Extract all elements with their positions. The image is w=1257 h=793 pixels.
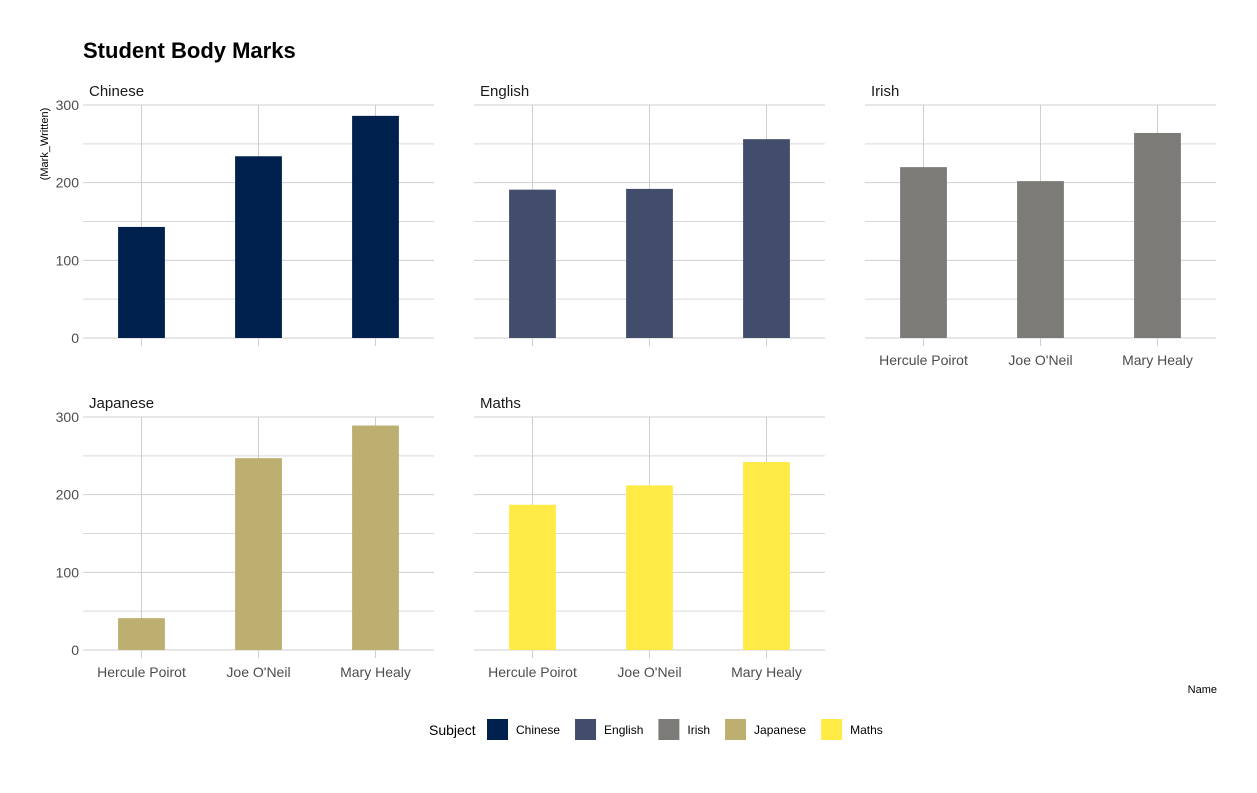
bar-english-joe-o-neil (626, 188, 673, 338)
bar-japanese-mary-healy (352, 425, 399, 650)
bar-maths-joe-o-neil (626, 485, 673, 650)
y-tick-label: 100 (56, 564, 80, 580)
bar-english-mary-healy (743, 139, 790, 338)
y-tick-label: 300 (56, 409, 80, 425)
legend-label: Japanese (754, 723, 806, 737)
x-tick-label: Hercule Poirot (97, 664, 186, 680)
x-tick-label: Mary Healy (1122, 352, 1193, 368)
legend-item-chinese: Chinese (487, 719, 560, 740)
legend-title: Subject (429, 722, 476, 738)
bar-japanese-joe-o-neil (235, 458, 282, 650)
facet-label: Japanese (89, 395, 154, 412)
bar-maths-mary-healy (743, 462, 790, 650)
bar-japanese-hercule-poirot (118, 618, 165, 650)
facet-label: English (480, 83, 529, 100)
x-tick-label: Mary Healy (731, 664, 802, 680)
bar-irish-joe-o-neil (1017, 181, 1064, 338)
facet-label: Irish (871, 83, 899, 100)
legend: Subject Chinese English Irish Japanese Maths (429, 719, 883, 740)
facet-panels: Chinese 0 100 200 300 English Irish Hercule Poi… (56, 83, 1216, 680)
y-tick-label: 200 (56, 487, 80, 503)
legend-key-maths (821, 719, 843, 740)
y-tick-label: 200 (56, 175, 80, 191)
bar-irish-mary-healy (1134, 132, 1181, 338)
legend-label: Chinese (516, 723, 560, 737)
x-tick-label: Joe O'Neil (1008, 352, 1072, 368)
legend-item-japanese: Japanese (725, 719, 806, 740)
legend-key-irish (658, 719, 680, 740)
bar-irish-hercule-poirot (900, 167, 947, 338)
y-tick-label: 300 (56, 97, 80, 113)
legend-key-japanese (725, 719, 747, 740)
x-tick-label: Hercule Poirot (879, 352, 968, 368)
legend-item-english: English (575, 719, 643, 740)
bar-chinese-hercule-poirot (118, 226, 165, 338)
facet-label: Chinese (89, 83, 144, 100)
facet-chinese: Chinese 0 100 200 300 (56, 83, 434, 346)
y-tick-label: 0 (71, 642, 79, 658)
facet-maths: Maths Hercule Poirot Joe O'Neil Mary Healy (474, 395, 825, 680)
bar-chinese-mary-healy (352, 115, 399, 338)
x-tick-label: Joe O'Neil (226, 664, 290, 680)
facet-label: Maths (480, 395, 521, 412)
x-tick-label: Joe O'Neil (617, 664, 681, 680)
chart-title: Student Body Marks (83, 38, 296, 63)
bar-english-hercule-poirot (509, 189, 556, 338)
legend-item-maths: Maths (821, 719, 883, 740)
x-tick-label: Mary Healy (340, 664, 411, 680)
x-axis-title: Name (1188, 684, 1217, 696)
facet-irish: Irish Hercule Poirot Joe O'Neil Mary Healy (865, 83, 1216, 368)
legend-label: Maths (850, 723, 883, 737)
facet-japanese: Japanese 0 100 200 300 Hercule Poirot Joe O'Ne… (56, 395, 434, 680)
legend-label: English (604, 723, 643, 737)
legend-key-chinese (487, 719, 508, 740)
facet-english: English (474, 83, 825, 346)
y-tick-label: 100 (56, 252, 80, 268)
bar-maths-hercule-poirot (509, 504, 556, 650)
x-tick-label: Hercule Poirot (488, 664, 577, 680)
legend-label: Irish (687, 723, 710, 737)
legend-item-irish: Irish (658, 719, 710, 740)
bar-chinese-joe-o-neil (235, 156, 282, 338)
y-axis-title: (Mark_Written) (39, 108, 51, 181)
y-tick-label: 0 (71, 330, 79, 346)
legend-key-english (575, 719, 597, 740)
